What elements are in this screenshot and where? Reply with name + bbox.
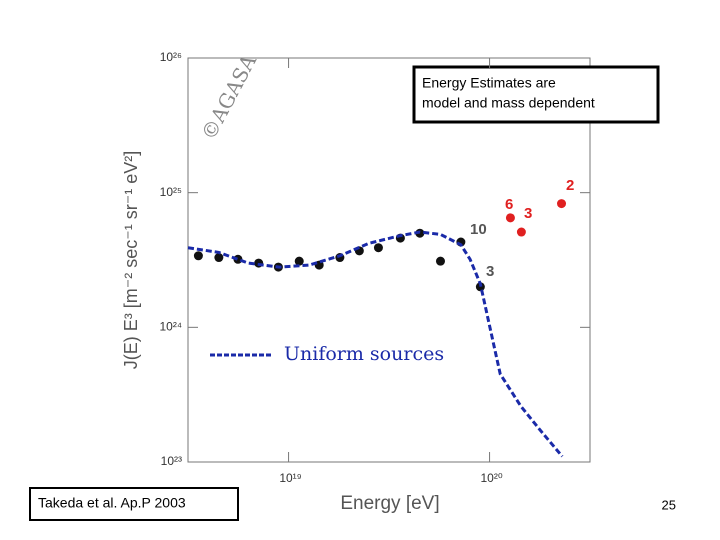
legend-label: Uniform sources — [284, 343, 444, 365]
annotation: 3 — [486, 263, 494, 280]
y-axis-label: J(E) E³ [m⁻² sec⁻¹ sr⁻¹ eV²] — [121, 151, 141, 370]
citation-box — [29, 487, 239, 521]
plot-frame — [187, 57, 591, 463]
x-axis-label: Energy [eV] — [340, 493, 439, 514]
annotation: 2 — [566, 177, 574, 194]
data-point — [193, 251, 203, 261]
annotation: 10 — [470, 221, 487, 238]
data-point — [505, 213, 515, 223]
page-number: 25 — [662, 497, 676, 512]
x-tick-label: 10²⁰ — [480, 471, 502, 485]
y-tick-label: 10²⁶ — [160, 50, 182, 64]
note-box — [412, 65, 660, 124]
data-point — [435, 256, 445, 266]
annotation: 6 — [505, 196, 513, 213]
model-curve — [187, 230, 564, 458]
note-text: Energy Estimates are — [422, 75, 556, 91]
data-point — [557, 199, 567, 209]
y-tick-label: 10²³ — [161, 454, 182, 468]
y-tick-label: 10²⁴ — [160, 320, 183, 334]
citation: Takeda et al. Ap.P 2003 — [38, 495, 186, 511]
y-tick-label: 10²⁵ — [160, 185, 182, 199]
data-point — [516, 227, 526, 237]
data-point — [214, 253, 224, 263]
watermark: ©AGASA — [196, 50, 261, 144]
data-point — [373, 243, 383, 253]
annotation: 3 — [524, 205, 532, 222]
x-tick-label: 10¹⁹ — [279, 471, 301, 485]
note-text: model and mass dependent — [422, 95, 595, 111]
data-point — [294, 256, 304, 266]
